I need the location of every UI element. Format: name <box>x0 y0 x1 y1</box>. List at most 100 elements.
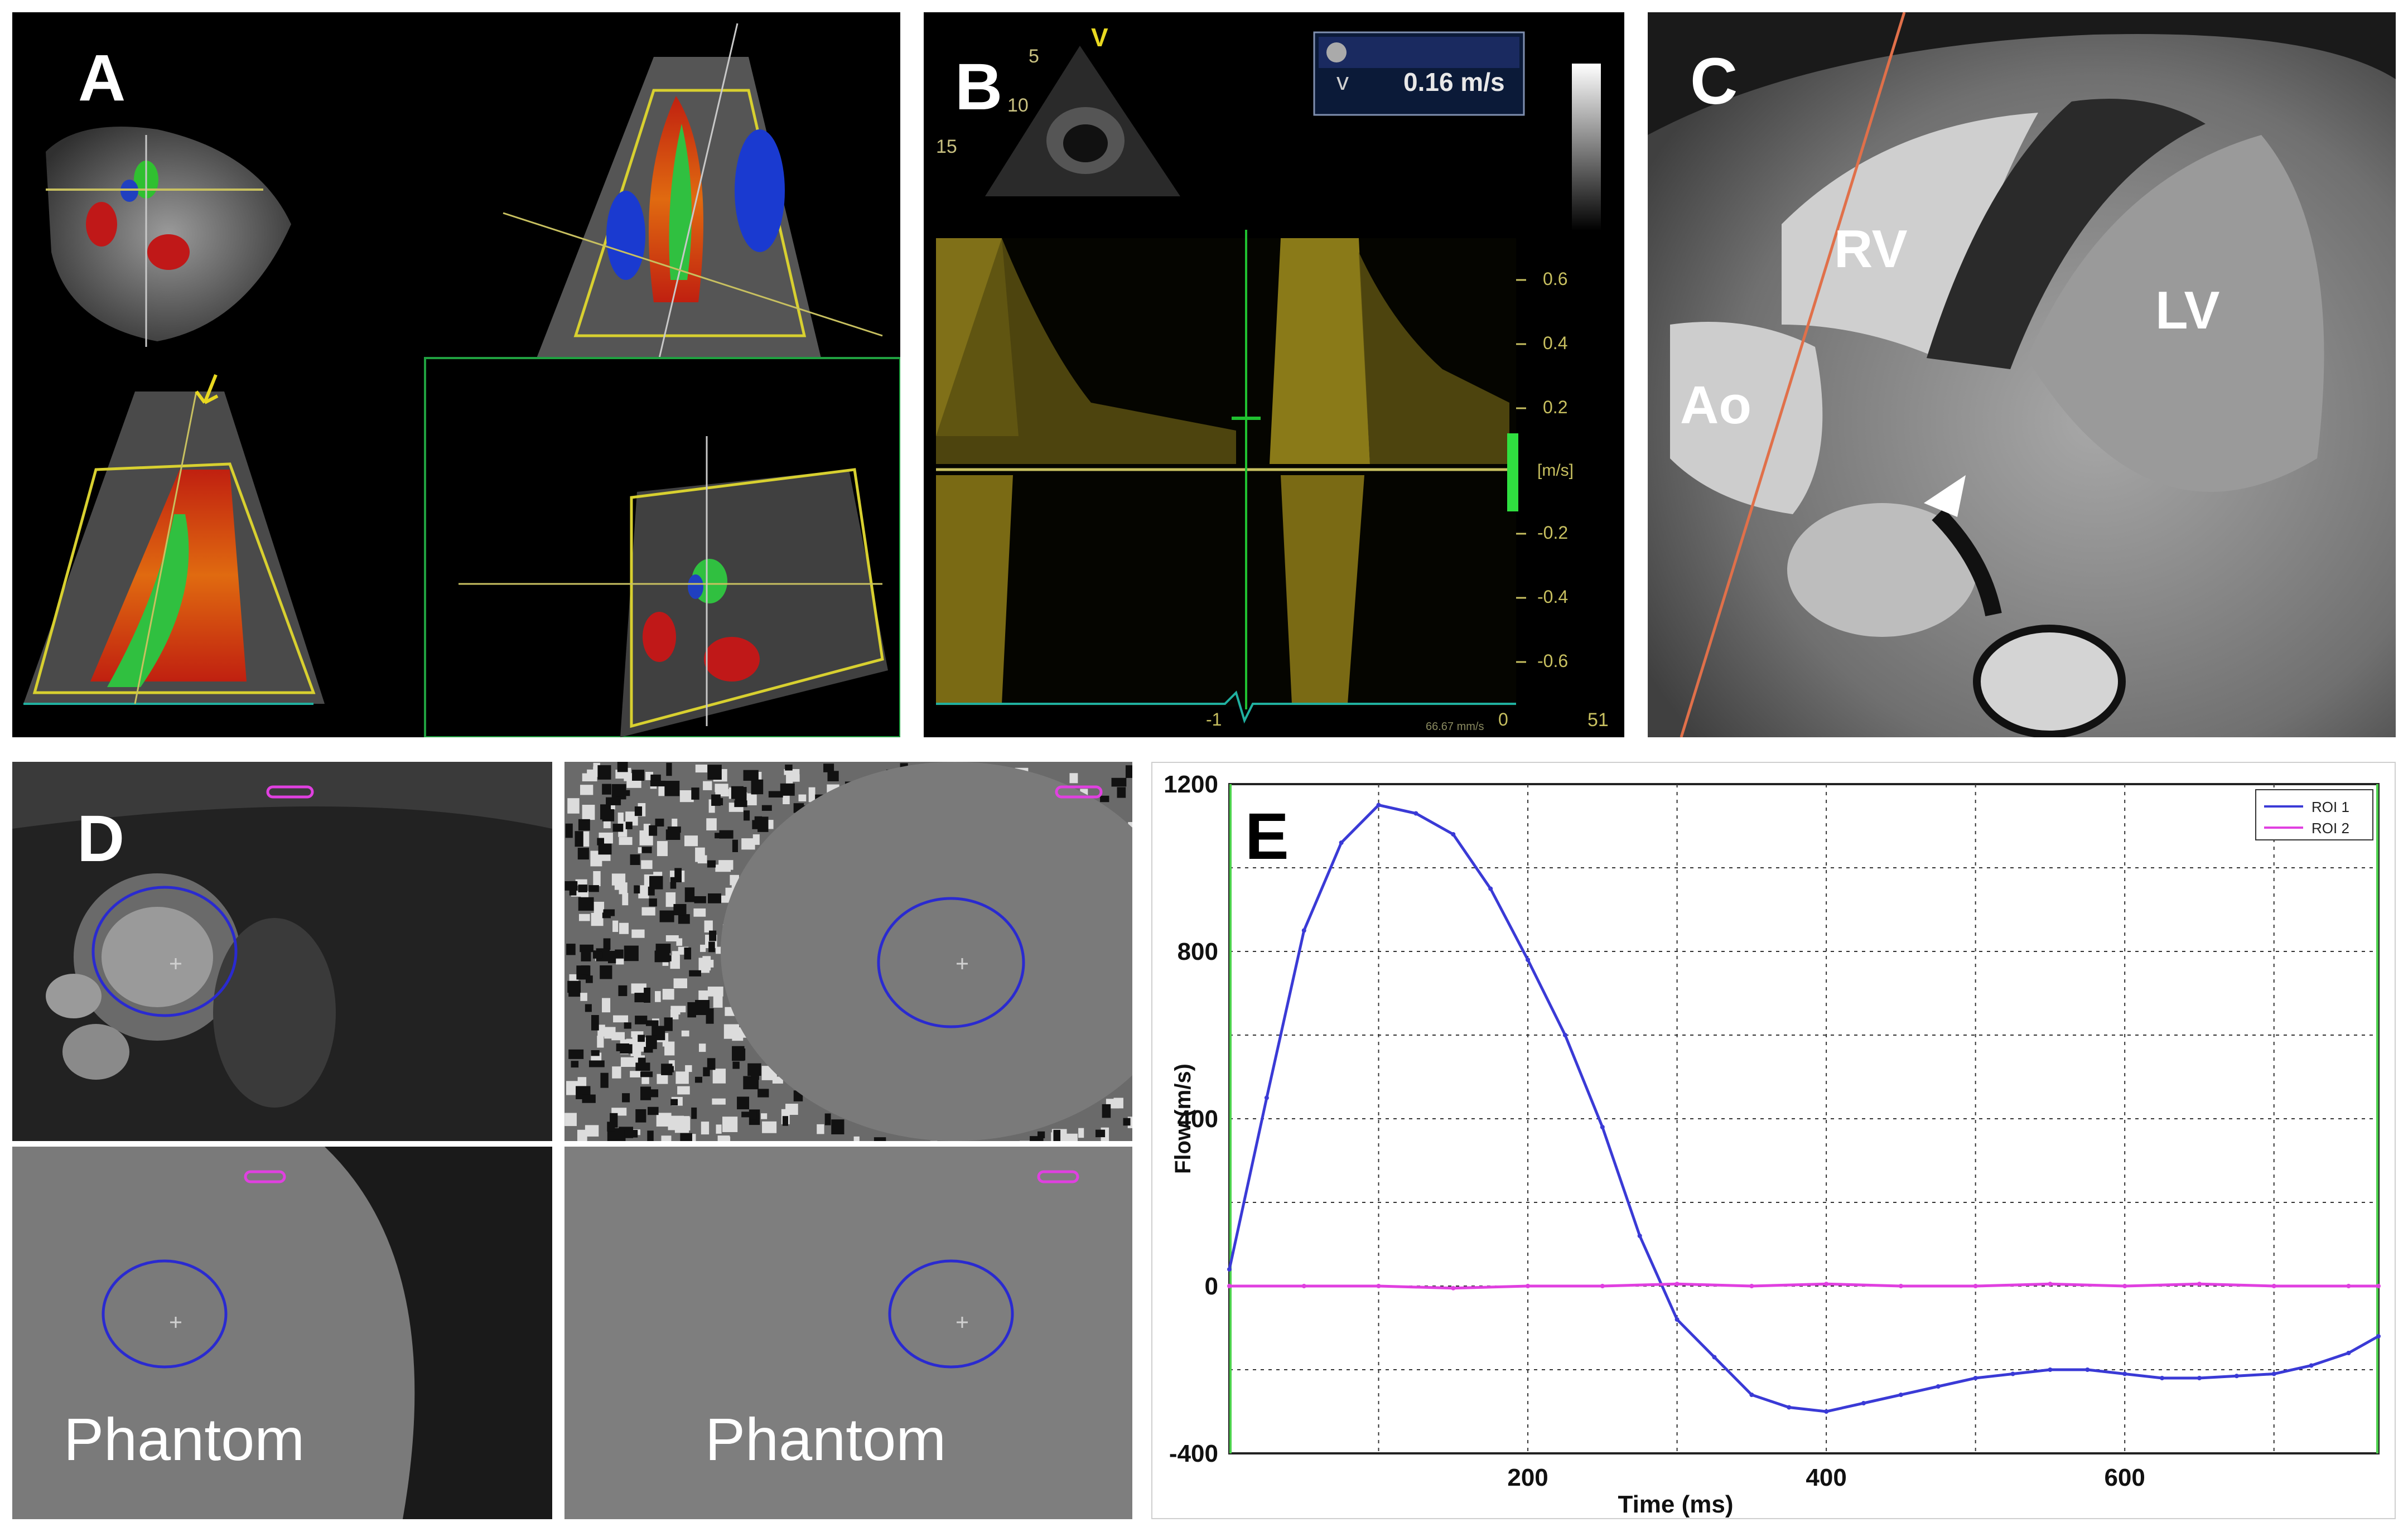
y-tick-neg-0-4: -0.4 <box>1537 587 1569 607</box>
panel-b: B v 0.16 m/s V 5 10 15 0.6 0.4 0.2 [m/s]… <box>924 12 1624 737</box>
panel-b-label: B <box>955 50 1003 124</box>
data-point-roi-1 <box>1787 1405 1792 1410</box>
label-ao: Ao <box>1680 375 1751 435</box>
data-point-roi-1 <box>1227 1267 1232 1272</box>
data-point-roi-1 <box>1674 1317 1680 1322</box>
data-point-roi-2 <box>1451 1285 1456 1291</box>
x-tick-label: 400 <box>1806 1464 1846 1491</box>
y-tick-neg-0-2: -0.2 <box>1537 523 1569 543</box>
velocity-readout-symbol: v <box>1336 68 1349 95</box>
y-tick-0-2: 0.2 <box>1543 397 1568 417</box>
panel-c: C RV LV Ao <box>1648 12 2396 737</box>
data-point-roi-1 <box>1712 1355 1717 1360</box>
data-point-roi-1 <box>1301 928 1306 933</box>
y-tick-0-6: 0.6 <box>1543 269 1568 289</box>
data-point-roi-1 <box>2010 1371 2015 1376</box>
label-rv: RV <box>1834 219 1908 279</box>
data-point-roi-2 <box>2271 1284 2276 1288</box>
y-tick-label: 800 <box>1178 938 1218 965</box>
data-point-roi-2 <box>1376 1284 1381 1288</box>
legend-box <box>2255 789 2373 840</box>
data-point-roi-2 <box>2048 1282 2053 1287</box>
data-point-roi-1 <box>1824 1409 1829 1414</box>
series-line-roi-1 <box>1228 803 2380 1413</box>
y-tick-label: 0 <box>1205 1273 1218 1300</box>
panel-a-label: A <box>78 41 126 115</box>
data-point-roi-1 <box>1451 832 1456 837</box>
y-tick-neg-0-6: -0.6 <box>1537 651 1569 671</box>
data-point-roi-1 <box>2271 1371 2276 1376</box>
panel-d-images <box>12 762 1132 1519</box>
data-point-roi-1 <box>2085 1367 2090 1372</box>
data-point-roi-1 <box>1376 803 1381 808</box>
panel-e-label: E <box>1245 800 1289 873</box>
y-tick-0-4: 0.4 <box>1543 333 1568 353</box>
x-tick-label: 200 <box>1507 1464 1548 1491</box>
panel-b-spectral-doppler <box>936 31 1601 724</box>
y-tick-label: -400 <box>1169 1440 1218 1467</box>
data-point-roi-2 <box>2346 1284 2351 1288</box>
probe-mark: V <box>1091 23 1108 52</box>
data-point-roi-1 <box>1600 1125 1605 1129</box>
flow-chart: 200 400 600 -400 0 400 800 1200 Time (ms) Flow (m… <box>1151 762 2396 1519</box>
x-tick-neg-1: -1 <box>1206 709 1222 729</box>
data-point-roi-1 <box>1413 811 1418 816</box>
x-tick-label: 600 <box>2104 1464 2145 1491</box>
data-point-roi-1 <box>2234 1374 2239 1379</box>
x-tick-0: 0 <box>1498 709 1508 729</box>
panel-d: D Phantom Phantom <box>12 762 1132 1519</box>
label-lv: LV <box>2155 281 2220 340</box>
data-point-roi-1 <box>1488 886 1493 891</box>
data-point-roi-2 <box>1749 1284 1754 1288</box>
data-point-roi-2 <box>1824 1282 1829 1287</box>
panel-a-image <box>23 23 900 737</box>
data-point-roi-1 <box>1898 1393 1903 1397</box>
sweep-scale-text: 66.67 mm/s <box>1426 721 1484 733</box>
y-axis-label: Flow (m/s) <box>1171 1064 1195 1174</box>
data-point-roi-1 <box>1339 840 1344 845</box>
velocity-readout-value: 0.16 m/s <box>1403 67 1505 96</box>
phantom-caption-left: Phantom <box>64 1405 305 1473</box>
data-point-roi-1 <box>2160 1376 2165 1380</box>
panel-c-mri-image <box>1648 12 2396 737</box>
panel-e: 200 400 600 -400 0 400 800 1200 Time (ms) Flow (m… <box>1151 762 2396 1519</box>
panel-c-label: C <box>1690 45 1738 118</box>
data-point-roi-2 <box>1898 1284 1903 1288</box>
legend-label: ROI 2 <box>2312 820 2349 837</box>
phantom-caption-right: Phantom <box>705 1405 947 1473</box>
y-tick-label: 1200 <box>1164 771 1218 798</box>
data-point-roi-1 <box>1973 1376 1978 1380</box>
data-point-roi-2 <box>1301 1284 1306 1288</box>
data-point-roi-1 <box>1562 1033 1567 1037</box>
data-point-roi-2 <box>1227 1284 1232 1288</box>
y-unit-label: [m/s] <box>1537 461 1574 480</box>
x-axis-label: Time (ms) <box>1618 1491 1733 1518</box>
data-point-roi-2 <box>2376 1284 2381 1288</box>
depth-tick-5: 5 <box>1029 46 1039 67</box>
data-point-roi-2 <box>1674 1282 1680 1287</box>
corner-number: 51 <box>1587 709 1609 731</box>
data-point-roi-1 <box>1936 1384 1941 1389</box>
data-point-roi-1 <box>1526 958 1531 962</box>
data-point-roi-1 <box>2197 1376 2202 1380</box>
data-point-roi-2 <box>2197 1282 2202 1287</box>
data-point-roi-1 <box>1264 1095 1269 1100</box>
panel-d-label: D <box>77 802 125 876</box>
data-point-roi-1 <box>2376 1334 2381 1338</box>
legend-label: ROI 1 <box>2312 799 2349 815</box>
data-point-roi-1 <box>2048 1367 2053 1372</box>
data-point-roi-1 <box>1637 1234 1642 1238</box>
depth-tick-15: 15 <box>936 136 957 157</box>
data-point-roi-1 <box>2309 1363 2314 1368</box>
data-point-roi-1 <box>1749 1393 1754 1397</box>
data-point-roi-2 <box>2122 1284 2127 1288</box>
depth-tick-10: 10 <box>1007 95 1029 116</box>
data-point-roi-1 <box>2122 1371 2127 1376</box>
panel-a: A <box>12 12 900 737</box>
data-point-roi-1 <box>2346 1351 2351 1355</box>
data-point-roi-2 <box>1973 1284 1978 1288</box>
data-point-roi-2 <box>1600 1284 1605 1288</box>
y-tick-label: 400 <box>1178 1105 1218 1133</box>
data-point-roi-2 <box>1526 1284 1531 1288</box>
data-point-roi-1 <box>1861 1401 1866 1405</box>
